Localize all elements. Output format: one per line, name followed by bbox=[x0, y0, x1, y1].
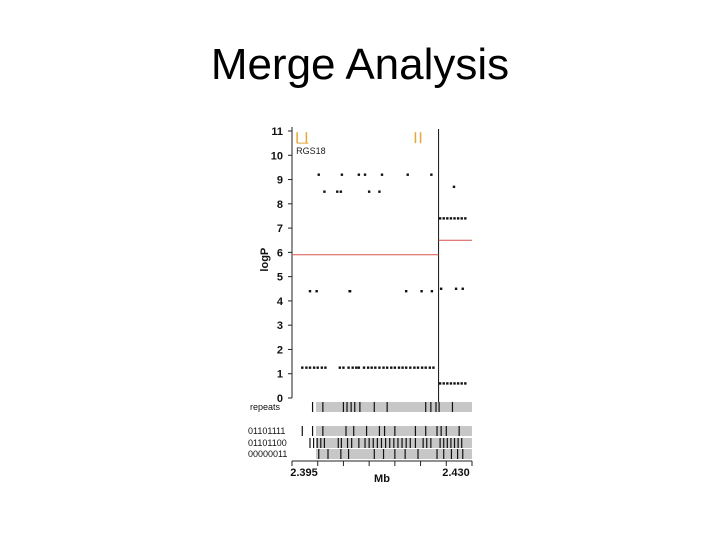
track-band bbox=[316, 449, 472, 459]
data-point bbox=[432, 366, 435, 369]
data-point bbox=[347, 366, 350, 369]
data-point bbox=[340, 173, 344, 176]
data-point bbox=[351, 366, 354, 369]
data-point bbox=[409, 366, 412, 369]
data-point bbox=[320, 366, 324, 369]
y-tick-label: 8 bbox=[277, 199, 283, 211]
data-point bbox=[404, 290, 408, 293]
data-point bbox=[378, 190, 381, 193]
x-axis-title: Mb bbox=[374, 473, 390, 485]
data-point bbox=[316, 366, 319, 369]
data-point bbox=[366, 366, 370, 369]
data-point bbox=[301, 366, 304, 369]
data-point bbox=[442, 217, 445, 220]
data-point bbox=[363, 173, 367, 176]
data-point bbox=[406, 173, 409, 176]
y-tick-label: 0 bbox=[277, 393, 283, 405]
data-point bbox=[404, 366, 408, 369]
data-point bbox=[355, 366, 358, 369]
y-tick-label: 6 bbox=[277, 247, 283, 259]
data-point bbox=[362, 366, 366, 369]
y-tick-label: 4 bbox=[277, 296, 284, 308]
data-point bbox=[428, 366, 432, 369]
data-point bbox=[382, 366, 385, 369]
data-point bbox=[308, 366, 312, 369]
data-point bbox=[305, 366, 308, 369]
data-point bbox=[324, 366, 327, 369]
data-point bbox=[453, 382, 456, 385]
y-tick-label: 10 bbox=[271, 150, 283, 162]
data-point bbox=[456, 382, 460, 385]
data-point bbox=[446, 382, 449, 385]
data-point bbox=[438, 217, 442, 220]
data-point bbox=[439, 287, 443, 290]
data-point bbox=[401, 366, 404, 369]
data-point bbox=[449, 217, 453, 220]
data-point bbox=[312, 366, 316, 369]
data-point bbox=[338, 366, 342, 369]
data-point bbox=[442, 382, 445, 385]
data-point bbox=[397, 366, 401, 369]
data-point bbox=[453, 217, 456, 220]
data-point bbox=[308, 290, 312, 293]
x-tick-label: 2.430 bbox=[442, 467, 470, 479]
y-tick-label: 9 bbox=[277, 175, 283, 187]
track-label: 01101100 bbox=[248, 438, 287, 448]
data-point bbox=[464, 217, 467, 220]
data-point bbox=[339, 190, 343, 193]
data-point bbox=[452, 185, 456, 189]
y-axis-title: logP bbox=[259, 248, 271, 272]
gene-label: RGS18 bbox=[296, 146, 326, 156]
y-tick-label: 2 bbox=[277, 344, 283, 356]
data-point bbox=[378, 366, 381, 369]
data-point bbox=[315, 290, 318, 293]
y-tick-label: 3 bbox=[277, 320, 283, 332]
data-point bbox=[461, 287, 464, 290]
data-point bbox=[456, 217, 460, 220]
data-point bbox=[342, 366, 345, 369]
slide-title: Merge Analysis bbox=[210, 40, 510, 89]
track-band bbox=[316, 426, 472, 436]
y-tick-label: 1 bbox=[277, 369, 283, 381]
data-point bbox=[357, 366, 361, 369]
data-point bbox=[367, 190, 371, 193]
track-label: repeats bbox=[250, 402, 281, 412]
track-band bbox=[316, 402, 472, 412]
data-point bbox=[323, 190, 326, 193]
data-point bbox=[416, 366, 420, 369]
data-point bbox=[380, 173, 384, 176]
data-point bbox=[449, 382, 453, 385]
data-point bbox=[357, 173, 361, 176]
data-point bbox=[317, 173, 320, 176]
data-point bbox=[420, 366, 424, 369]
data-point bbox=[460, 382, 463, 385]
data-point bbox=[413, 366, 416, 369]
data-point bbox=[393, 366, 397, 369]
y-tick-label: 5 bbox=[277, 272, 283, 284]
data-point bbox=[446, 217, 449, 220]
data-point bbox=[348, 290, 352, 293]
data-point bbox=[370, 366, 373, 369]
track-label: 01101111 bbox=[248, 426, 285, 436]
data-point bbox=[336, 190, 339, 193]
data-point bbox=[430, 173, 433, 176]
y-tick-label: 11 bbox=[271, 126, 283, 138]
y-tick-label: 7 bbox=[277, 223, 283, 235]
data-point bbox=[454, 287, 458, 290]
data-point bbox=[374, 366, 377, 369]
data-point bbox=[420, 290, 423, 293]
track-label: 00000011 bbox=[248, 449, 287, 459]
data-point bbox=[424, 366, 427, 369]
data-point bbox=[464, 382, 467, 385]
data-point bbox=[385, 366, 389, 369]
x-tick-label: 2.395 bbox=[290, 467, 318, 479]
data-point bbox=[390, 366, 393, 369]
data-point bbox=[460, 217, 463, 220]
data-point bbox=[430, 290, 434, 293]
data-point bbox=[438, 382, 442, 385]
